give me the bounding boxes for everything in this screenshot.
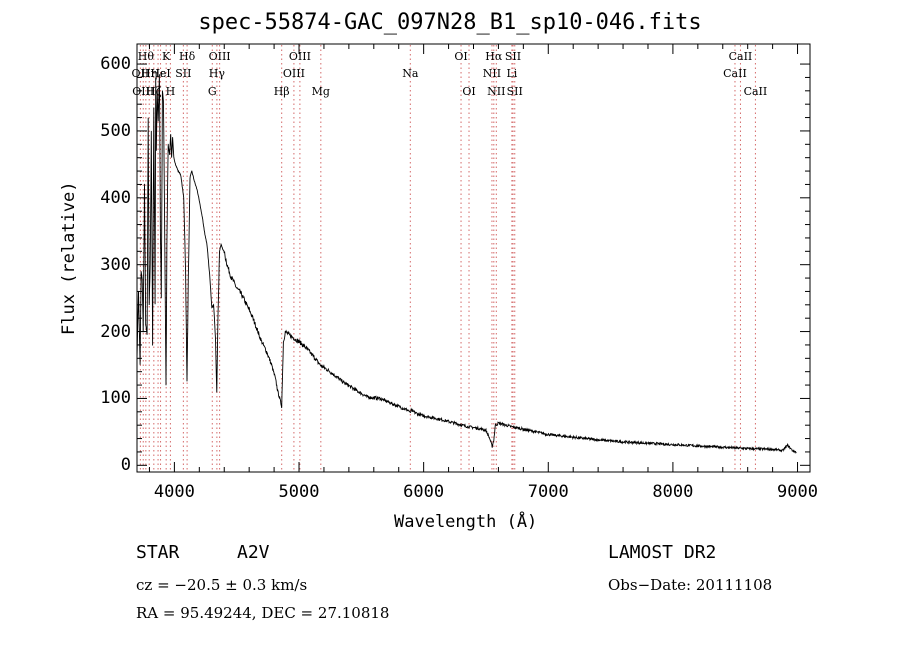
line-marker-label: CaII	[723, 67, 747, 80]
y-tick-label: 600	[100, 54, 131, 75]
line-marker-label: OII	[131, 67, 150, 80]
line-marker-label: CaII	[743, 85, 768, 98]
line-marker-label: OI	[462, 85, 476, 98]
line-marker-label: Hη	[141, 67, 158, 80]
line-marker-label: Hγ	[208, 67, 225, 80]
line-marker-label: HeI	[150, 67, 171, 80]
line-marker-label: OIII	[208, 50, 231, 63]
line-marker-label: OIII	[288, 50, 311, 63]
line-marker-label: Hε	[150, 67, 166, 80]
line-marker-label: K	[162, 50, 171, 63]
line-marker-label: Hζ	[146, 85, 162, 98]
y-tick-label: 300	[100, 254, 131, 275]
y-tick-label: 500	[100, 120, 131, 141]
coordinates: RA = 95.49244, DEC = 27.10818	[136, 604, 390, 622]
y-tick-label: 200	[100, 321, 131, 342]
line-marker-label: OI	[454, 50, 468, 63]
line-marker-label: Li	[506, 67, 518, 80]
chart-title: spec-55874-GAC_097N28_B1_sp10-046.fits	[198, 10, 702, 35]
plot-border	[136, 43, 811, 473]
observation-date: Obs−Date: 20111108	[608, 576, 773, 594]
line-marker-label: OIII	[132, 85, 155, 98]
line-marker-label: Mg	[311, 85, 330, 98]
y-tick-label: 0	[120, 455, 131, 476]
line-marker-label: OIII	[282, 67, 305, 80]
x-tick-label: 4000	[153, 482, 195, 502]
line-marker-label: Hθ	[137, 50, 154, 63]
x-tick-label: 9000	[777, 482, 819, 502]
line-marker-label: SII	[504, 50, 522, 63]
line-marker-label: Hα	[485, 50, 503, 63]
line-marker-label: CaII	[728, 50, 753, 63]
line-marker-label: Hβ	[273, 85, 290, 98]
x-tick-label: 7000	[527, 482, 569, 502]
x-tick-label: 8000	[652, 482, 694, 502]
x-tick-label: 6000	[403, 482, 445, 502]
line-marker-label: G	[207, 85, 217, 98]
redshift-cz: cz = −20.5 ± 0.3 km/s	[136, 576, 308, 594]
line-marker-label: SII	[506, 85, 523, 98]
line-marker-label: Hδ	[178, 50, 196, 63]
line-marker-label: Na	[402, 67, 419, 80]
line-marker-label: NII	[487, 85, 506, 98]
spectrum-line	[136, 74, 797, 454]
line-marker-label: H	[165, 85, 176, 98]
y-axis-label: Flux (relative)	[59, 181, 79, 335]
survey-name: LAMOST DR2	[608, 542, 717, 563]
object-type: STAR	[136, 542, 180, 563]
subclass: A2V	[237, 542, 270, 563]
x-axis-label: Wavelength (Å)	[394, 512, 538, 532]
plot-frame	[136, 43, 811, 473]
y-tick-label: 100	[100, 388, 131, 409]
spectrum	[136, 74, 797, 454]
line-marker-label: NII	[482, 67, 502, 80]
line-markers	[139, 45, 756, 471]
x-tick-label: 5000	[278, 482, 320, 502]
y-tick-label: 400	[100, 187, 131, 208]
line-marker-label: SII	[175, 67, 192, 80]
